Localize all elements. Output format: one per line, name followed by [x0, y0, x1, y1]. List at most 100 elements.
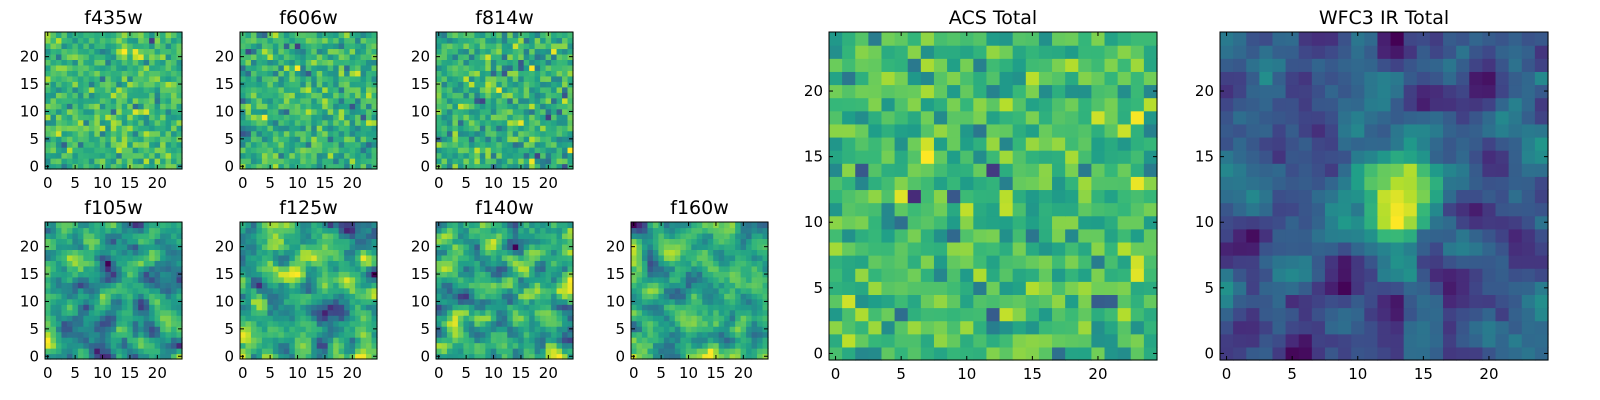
heatmap-cell	[735, 265, 742, 272]
heatmap-cell	[496, 254, 503, 261]
heatmap-cell	[171, 59, 178, 66]
heatmap-cell	[127, 309, 134, 316]
heatmap-cell	[631, 287, 638, 294]
heatmap-cell	[881, 241, 896, 256]
heatmap-cell	[272, 304, 279, 311]
heatmap-cell	[305, 243, 312, 250]
heatmap-cell	[474, 108, 481, 115]
heatmap-cell	[1091, 241, 1106, 256]
heatmap-cell	[868, 294, 883, 309]
heatmap-cell	[468, 158, 475, 165]
heatmap-cell	[121, 130, 128, 137]
heatmap-cell	[66, 147, 73, 154]
heatmap-cell	[999, 255, 1014, 269]
heatmap-cell	[452, 227, 459, 234]
heatmap-cell	[322, 315, 329, 322]
heatmap-cell	[311, 136, 318, 143]
heatmap-cell	[72, 92, 79, 99]
heatmap-cell	[881, 176, 896, 191]
heatmap-cell	[540, 125, 547, 132]
heatmap-cell	[446, 103, 454, 110]
heatmap-cell	[55, 222, 63, 229]
heatmap-cell	[696, 320, 703, 327]
heatmap-cell	[1091, 268, 1106, 282]
heatmap-cell	[160, 320, 167, 327]
heatmap-cell	[338, 125, 345, 132]
heatmap-cell	[463, 136, 470, 143]
heatmap-cell	[94, 158, 101, 165]
heatmap-cell	[311, 64, 318, 71]
heatmap-cell	[149, 97, 156, 104]
heatmap-cell	[647, 265, 654, 272]
heatmap-cell	[143, 152, 150, 159]
heatmap-cell	[116, 114, 123, 121]
heatmap-cell	[72, 70, 79, 77]
heatmap-cell	[240, 59, 247, 66]
heatmap-cell	[724, 298, 731, 305]
heatmap-cell	[143, 81, 150, 88]
heatmap-cell	[110, 271, 117, 278]
heatmap-cell	[250, 119, 258, 126]
heatmap-cell	[160, 282, 167, 289]
heatmap-cell	[551, 276, 558, 283]
heatmap-cell	[278, 232, 285, 240]
heatmap-cell	[149, 271, 156, 278]
heatmap-cell	[652, 353, 659, 360]
heatmap-cell	[272, 276, 279, 283]
heatmap-cell	[529, 37, 536, 44]
heatmap-cell	[507, 136, 514, 143]
heatmap-cell	[110, 81, 117, 88]
heatmap-cell	[680, 353, 687, 360]
heatmap-cell	[468, 81, 475, 88]
heatmap-cell	[45, 48, 52, 55]
heatmap-cell	[322, 282, 329, 289]
heatmap-cell	[1065, 189, 1079, 204]
heatmap-cell	[77, 315, 84, 322]
heatmap-cell	[512, 348, 519, 355]
heatmap-cell	[545, 97, 552, 104]
heatmap-cell	[479, 243, 486, 250]
heatmap-cell	[349, 81, 356, 88]
heatmap-cell	[300, 114, 307, 121]
heatmap-cell	[154, 331, 161, 338]
heatmap-cell	[1025, 281, 1040, 295]
heatmap-cell	[529, 92, 536, 99]
heatmap-cell	[110, 342, 117, 349]
heatmap-cell	[999, 320, 1014, 335]
heatmap-cell	[636, 342, 643, 349]
heatmap-cell	[344, 81, 351, 88]
heatmap-cell	[333, 42, 340, 50]
heatmap-cell	[881, 150, 896, 164]
heatmap-cell	[479, 119, 486, 126]
heatmap-cell	[446, 147, 454, 154]
heatmap-cell	[127, 304, 134, 311]
heatmap-cell	[894, 150, 909, 164]
heatmap-cell	[907, 176, 922, 191]
heatmap-cell	[545, 136, 552, 143]
heatmap-cell	[529, 276, 536, 283]
heatmap-cell	[680, 337, 687, 344]
heatmap-cell	[300, 249, 307, 256]
heatmap-cell	[355, 163, 362, 170]
heatmap-cell	[696, 282, 703, 289]
heatmap-cell	[143, 342, 150, 349]
heatmap-cell	[240, 48, 247, 55]
heatmap-cell	[143, 42, 150, 50]
heatmap-cell	[61, 243, 68, 250]
heatmap-cell	[1012, 333, 1027, 348]
heatmap-cell	[327, 348, 334, 355]
heatmap-cell	[272, 130, 279, 137]
heatmap-cell	[718, 227, 725, 234]
heatmap-cell	[240, 238, 247, 245]
heatmap-cell	[729, 249, 736, 256]
heatmap-cell	[457, 130, 464, 137]
heatmap-cell	[55, 337, 63, 344]
heatmap-cell	[149, 103, 156, 110]
heatmap-cell	[501, 147, 508, 154]
heatmap-cell	[501, 136, 508, 143]
heatmap-cell	[567, 342, 574, 349]
heatmap-cell	[523, 304, 530, 311]
heatmap-cell	[479, 254, 486, 261]
heatmap-cell	[496, 158, 503, 165]
heatmap-cell	[691, 348, 698, 355]
